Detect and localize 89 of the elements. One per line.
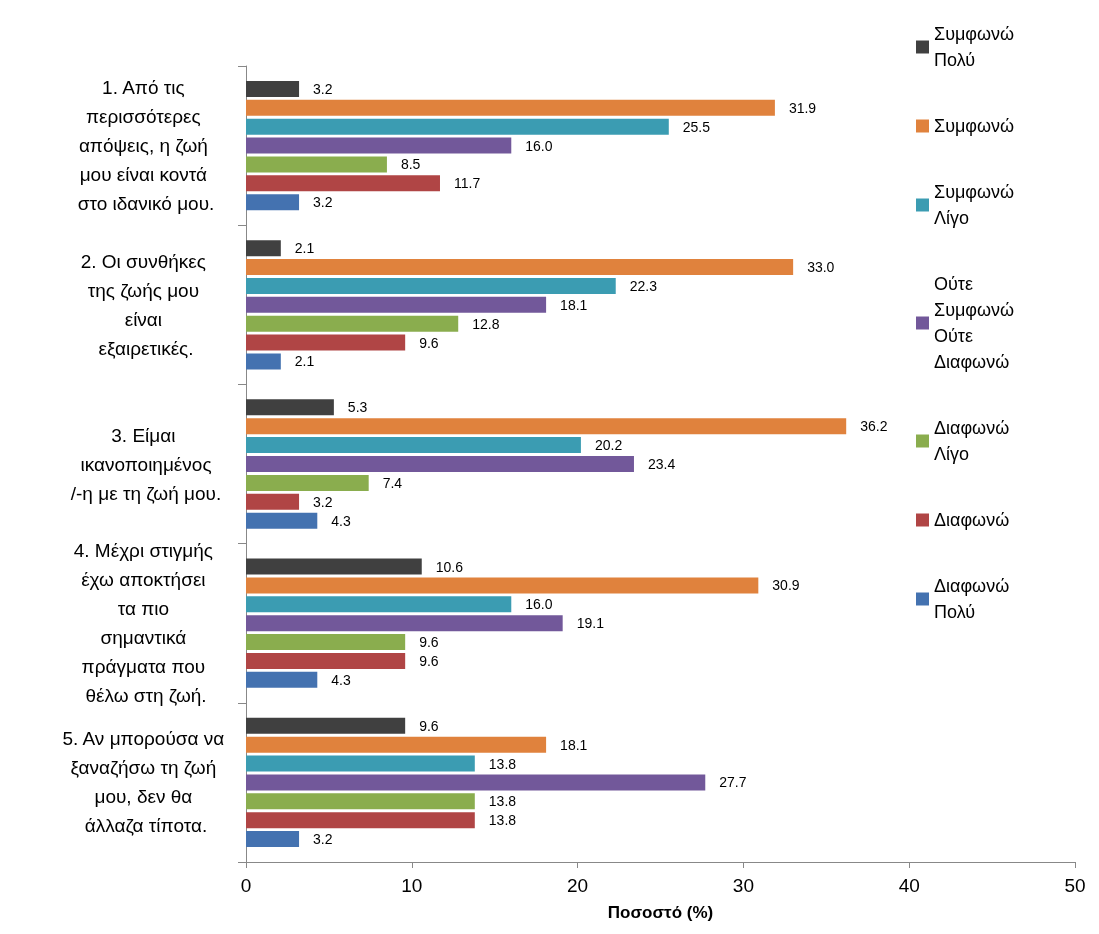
data-label: 13.8 <box>488 755 517 772</box>
bar <box>246 80 300 97</box>
data-label: 9.6 <box>419 652 439 669</box>
y-tick-label: 1. Από τις περισσότερες απόψεις, η ζωή μου είναι κοντά στο ιδανικό μου. <box>77 77 215 215</box>
bar <box>246 493 300 510</box>
bar <box>246 315 459 332</box>
legend-label: Διαφωνώ <box>934 510 1010 530</box>
y-tick-label: 4. Μέχρι στιγμής έχω αποκτήσει τα πιο σημαντικά πράγματα που θέλω στη ζωή. <box>73 540 219 707</box>
x-tick-label: 20 <box>567 875 589 896</box>
legend-label: Ούτε Συμφωνώ Ούτε Διαφωνώ <box>934 274 1020 372</box>
data-label: 22.3 <box>629 277 658 294</box>
data-label: 10.6 <box>435 558 464 575</box>
bar <box>246 812 475 829</box>
bar <box>246 558 422 575</box>
data-label: 11.7 <box>453 175 481 192</box>
data-label: 3.2 <box>313 194 333 211</box>
data-label: 9.6 <box>419 634 439 651</box>
bar <box>246 118 669 135</box>
data-label: 33.0 <box>807 259 835 276</box>
bar <box>246 99 775 116</box>
bar <box>246 399 334 416</box>
bar <box>246 671 318 688</box>
data-label: 3.2 <box>313 80 333 97</box>
data-label: 31.9 <box>788 99 817 116</box>
data-label: 12.8 <box>472 315 500 332</box>
x-tick-label: 40 <box>898 875 920 896</box>
bar <box>246 793 475 810</box>
data-label: 7.4 <box>382 474 403 491</box>
legend-label: Διαφωνώ Λίγο <box>934 418 1015 464</box>
bar <box>246 194 300 211</box>
data-label: 2.1 <box>294 240 315 257</box>
bar <box>246 334 406 351</box>
data-label: 20.2 <box>594 437 623 454</box>
data-label: 4.3 <box>331 512 351 529</box>
data-label: 16.0 <box>525 596 553 613</box>
data-label: 3.2 <box>313 493 333 510</box>
legend-label: Συμφωνώ Πολύ <box>934 24 1020 70</box>
data-label: 27.7 <box>719 774 747 791</box>
bar <box>246 831 300 848</box>
legend-label: Συμφωνώ Λίγο <box>934 182 1020 228</box>
data-label: 19.1 <box>576 615 605 632</box>
data-label: 16.0 <box>525 137 553 154</box>
y-tick-label: 5. Αν μπορούσα να ξαναζήσω τη ζωή μου, δεν θα άλλαζα τίποτα. <box>62 728 230 837</box>
bar <box>246 615 563 632</box>
x-tick-label: 10 <box>401 875 423 896</box>
bar <box>246 137 512 154</box>
data-label: 18.1 <box>560 736 588 753</box>
data-label: 13.8 <box>488 793 517 810</box>
x-tick-label: 30 <box>732 875 754 896</box>
data-label: 23.4 <box>647 456 676 472</box>
bar <box>246 512 318 529</box>
data-label: 9.6 <box>419 717 439 734</box>
bar <box>246 652 406 669</box>
x-tick-label: 0 <box>240 875 252 896</box>
bar <box>246 175 440 192</box>
bar <box>246 156 387 173</box>
bar <box>246 596 512 613</box>
bar <box>246 353 281 370</box>
data-label: 5.3 <box>347 399 368 416</box>
data-label: 18.1 <box>560 296 588 313</box>
legend-label: Συμφωνώ <box>934 116 1015 136</box>
data-label: 36.2 <box>860 418 888 435</box>
bar <box>246 634 406 651</box>
legend-label: Διαφωνώ Πολύ <box>934 576 1015 622</box>
bar <box>246 577 759 594</box>
bar <box>246 474 369 491</box>
x-tick-label: 50 <box>1064 875 1086 896</box>
bar <box>246 437 581 454</box>
data-label: 3.2 <box>313 831 333 848</box>
data-label: 25.5 <box>682 118 711 135</box>
y-tick-label: 3. Είμαι ικανοποιημένος/-η με τη ζωή μου. <box>70 424 222 504</box>
bar <box>246 418 847 435</box>
data-label: 9.6 <box>419 334 439 351</box>
bar <box>246 717 406 734</box>
y-tick-label: 2. Οι συνθήκες της ζωής μου είναι εξαιρετικές. <box>80 250 212 359</box>
data-label: 30.9 <box>772 577 800 594</box>
data-label: 4.3 <box>331 671 351 688</box>
bar <box>246 277 616 294</box>
bar <box>246 755 475 772</box>
bar <box>246 456 634 472</box>
bar <box>246 736 547 753</box>
x-axis-title: Ποσοστό (%) <box>607 903 714 922</box>
data-label: 2.1 <box>294 353 315 370</box>
bar <box>246 774 706 791</box>
data-label: 13.8 <box>488 812 517 829</box>
bar <box>246 296 547 313</box>
bar <box>246 259 794 276</box>
bar <box>246 240 281 257</box>
data-label: 8.5 <box>400 156 421 173</box>
